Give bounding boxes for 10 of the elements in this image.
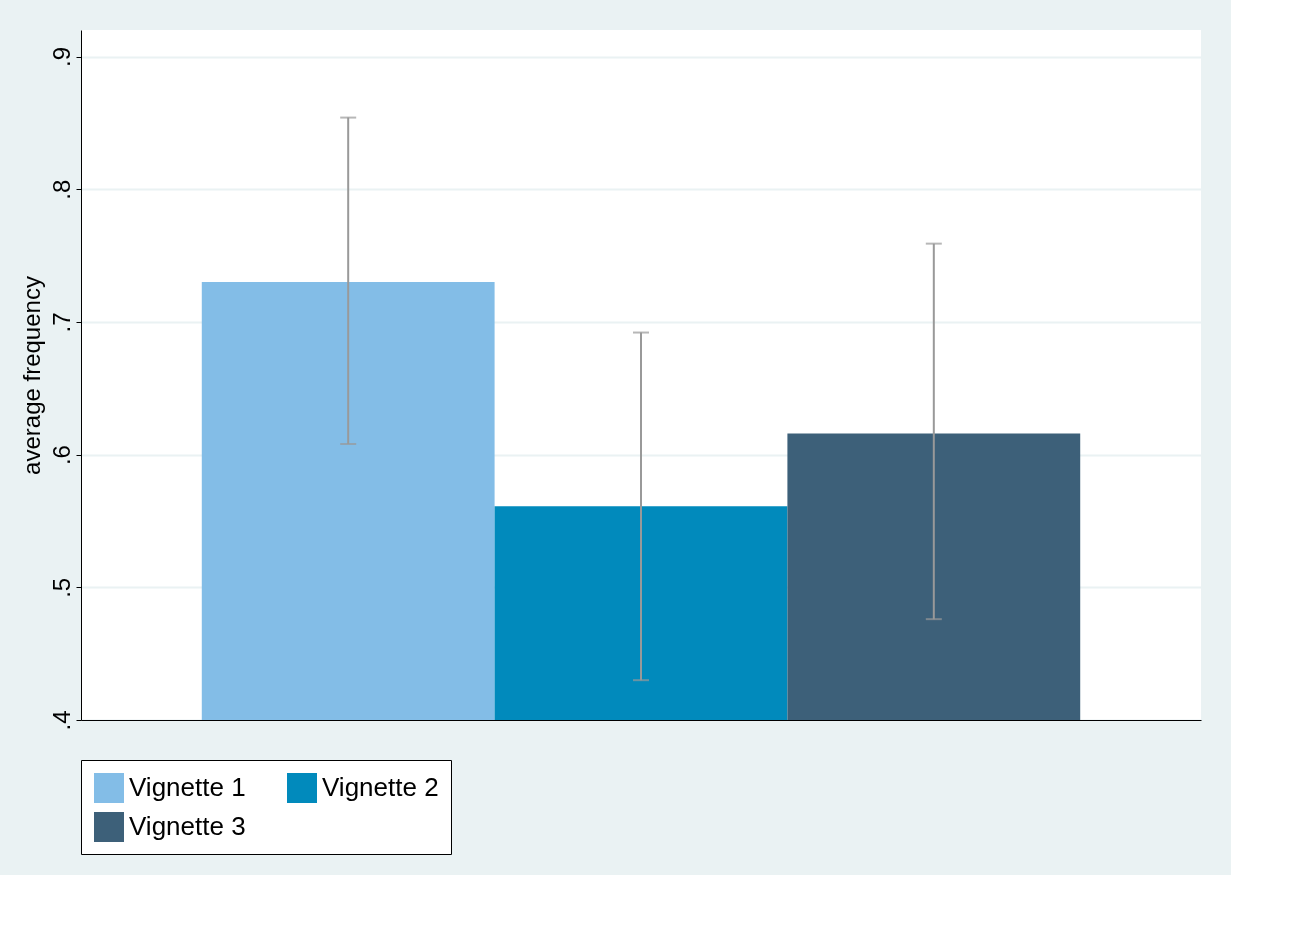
y-tick-label: .5 — [47, 577, 75, 598]
y-tick-label: .9 — [47, 47, 75, 68]
y-axis-title: average frequency — [17, 276, 45, 475]
legend-label: Vignette 3 — [129, 811, 246, 841]
legend-label: Vignette 2 — [322, 772, 439, 802]
legend-label: Vignette 1 — [129, 772, 246, 802]
y-tick-label: .7 — [47, 312, 75, 333]
y-tick-label: .4 — [47, 710, 75, 731]
y-tick-label: .8 — [47, 179, 75, 200]
y-tick-label: .6 — [47, 445, 75, 466]
